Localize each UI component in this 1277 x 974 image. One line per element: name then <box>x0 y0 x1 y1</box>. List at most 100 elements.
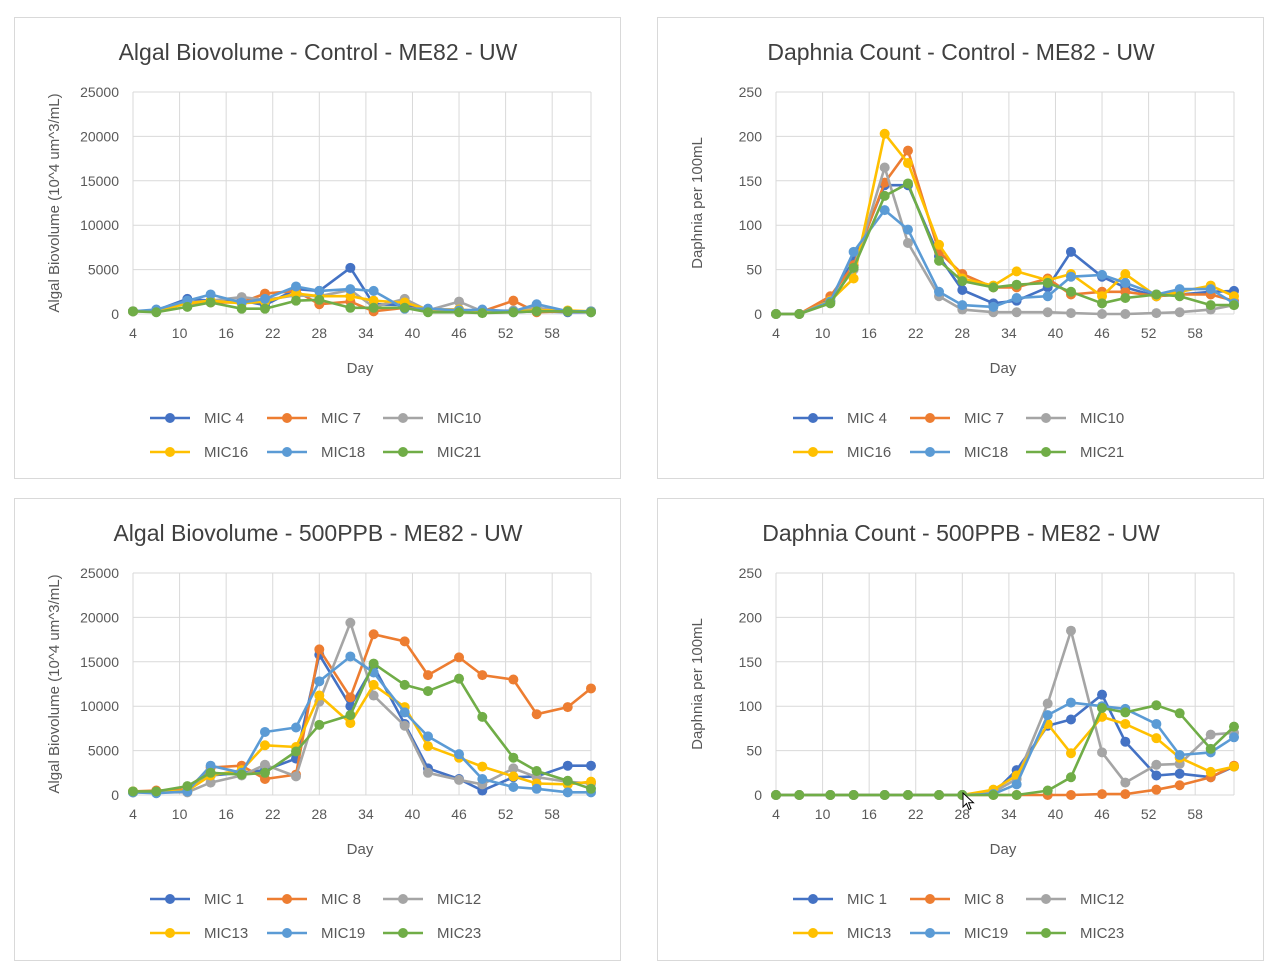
data-point <box>562 775 573 786</box>
data-point <box>205 767 216 778</box>
y-tick-label: 0 <box>111 306 119 322</box>
chart-title: Daphnia Count - 500PPB - ME82 - UW <box>762 520 1160 546</box>
algal-500ppb-chart: Algal Biovolume - 500PPB - ME82 - UW 0 500… <box>46 520 596 942</box>
data-point <box>1011 266 1022 277</box>
data-point <box>586 307 596 318</box>
legend-marker <box>808 447 818 457</box>
data-point <box>1174 708 1185 719</box>
data-point <box>1042 277 1053 288</box>
data-point <box>345 262 356 273</box>
data-point <box>902 158 913 169</box>
data-point <box>314 285 325 296</box>
data-point <box>879 162 890 173</box>
data-point <box>1097 689 1108 700</box>
data-point <box>205 777 216 788</box>
data-point <box>236 303 247 314</box>
data-point <box>1097 291 1108 302</box>
y-tick-label: 0 <box>111 787 119 803</box>
data-point <box>1097 269 1108 280</box>
y-tick-label: 10000 <box>80 698 119 714</box>
data-point <box>794 790 805 800</box>
data-point <box>825 790 836 800</box>
x-tick-label: 4 <box>129 325 137 341</box>
data-point <box>1042 785 1053 796</box>
y-axis-label: Algal Biovolume (10^4 um^3/mL) <box>46 574 63 793</box>
y-tick-label: 20000 <box>80 128 119 144</box>
data-point <box>848 273 859 284</box>
data-point <box>586 683 596 694</box>
x-tick-label: 10 <box>815 806 831 822</box>
data-point <box>988 301 999 312</box>
data-point <box>1205 284 1216 295</box>
data-point <box>368 629 379 640</box>
data-point <box>151 307 162 318</box>
x-tick-label: 28 <box>312 806 328 822</box>
chart-panel-daphnia-500ppb[interactable]: Daphnia Count - 500PPB - ME82 - UW 0 50 100… <box>657 498 1264 961</box>
data-point <box>848 246 859 257</box>
data-point <box>314 719 325 730</box>
data-point <box>1120 789 1131 800</box>
data-point <box>1042 307 1053 318</box>
data-point <box>1229 291 1239 302</box>
data-point <box>345 718 356 729</box>
data-point <box>477 308 488 319</box>
data-point <box>1205 766 1216 777</box>
data-point <box>1120 736 1131 747</box>
x-tick-label: 52 <box>1141 325 1157 341</box>
x-tick-label: 22 <box>265 325 281 341</box>
data-point <box>508 752 519 763</box>
data-point <box>1120 277 1131 288</box>
legend-marker <box>1041 413 1051 423</box>
data-point <box>422 741 433 752</box>
x-axis-label: Day <box>990 841 1017 858</box>
data-point <box>1065 772 1076 783</box>
data-point <box>314 690 325 701</box>
data-point <box>771 790 781 800</box>
data-point <box>454 652 465 663</box>
chart-panel-algal-control[interactable]: Algal Biovolume - Control - ME82 - UW 0 50… <box>14 17 621 479</box>
data-point <box>934 286 945 297</box>
x-tick-label: 4 <box>772 325 780 341</box>
data-point <box>1151 733 1162 744</box>
x-tick-label: 22 <box>265 806 281 822</box>
data-point <box>771 309 781 319</box>
legend-marker <box>925 894 935 904</box>
data-point <box>902 178 913 189</box>
data-point <box>1174 307 1185 318</box>
chart-panel-algal-500ppb[interactable]: Algal Biovolume - 500PPB - ME82 - UW 0 500… <box>14 498 621 961</box>
data-point <box>1065 271 1076 282</box>
data-point <box>934 790 945 800</box>
x-tick-label: 16 <box>861 806 877 822</box>
y-tick-label: 150 <box>739 654 763 670</box>
y-tick-label: 5000 <box>88 743 119 759</box>
data-point <box>1042 291 1053 302</box>
x-tick-label: 16 <box>218 325 234 341</box>
legend-label: MIC 1 <box>204 891 244 908</box>
data-point <box>259 726 270 737</box>
data-point <box>562 760 573 771</box>
chart-panel-daphnia-control[interactable]: Daphnia Count - Control - ME82 - UW 0 50 10… <box>657 17 1264 479</box>
data-point <box>1151 289 1162 300</box>
data-point <box>957 276 968 287</box>
data-point <box>508 763 519 774</box>
y-tick-label: 100 <box>739 217 763 233</box>
legend-label: MIC 4 <box>204 410 244 427</box>
data-point <box>477 774 488 785</box>
x-tick-label: 28 <box>955 806 971 822</box>
data-point <box>368 295 379 306</box>
y-tick-label: 0 <box>754 306 762 322</box>
data-point <box>422 670 433 681</box>
legend-marker <box>1041 447 1051 457</box>
data-point <box>1205 729 1216 740</box>
data-point <box>988 282 999 293</box>
x-tick-label: 40 <box>1048 325 1064 341</box>
data-point <box>291 722 302 733</box>
data-point <box>345 651 356 662</box>
legend-marker <box>165 413 175 423</box>
x-tick-label: 34 <box>1001 806 1017 822</box>
data-point <box>259 759 270 770</box>
data-point <box>454 296 465 307</box>
legend-label: MIC19 <box>321 925 365 942</box>
data-point <box>586 783 596 794</box>
legend-label: MIC 8 <box>964 891 1004 908</box>
